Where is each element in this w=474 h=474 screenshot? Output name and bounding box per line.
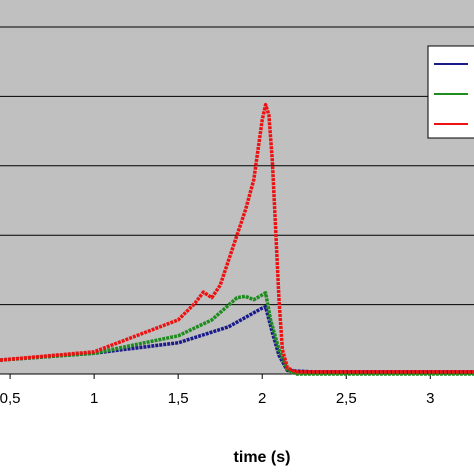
legend: [427, 45, 474, 139]
x-axis-label: time (s): [234, 449, 291, 466]
x-tick-label: 2,5: [336, 390, 357, 407]
plot-area: [0, 0, 474, 374]
x-tick-label: 1,5: [168, 390, 189, 407]
x-tick-label: 3: [426, 390, 434, 407]
series-line: [0, 102, 474, 374]
series-line: [0, 304, 474, 374]
x-tick-label: 2: [258, 390, 266, 407]
x-tick-label: 1: [90, 390, 98, 407]
x-tick-label: 0,5: [0, 390, 21, 407]
